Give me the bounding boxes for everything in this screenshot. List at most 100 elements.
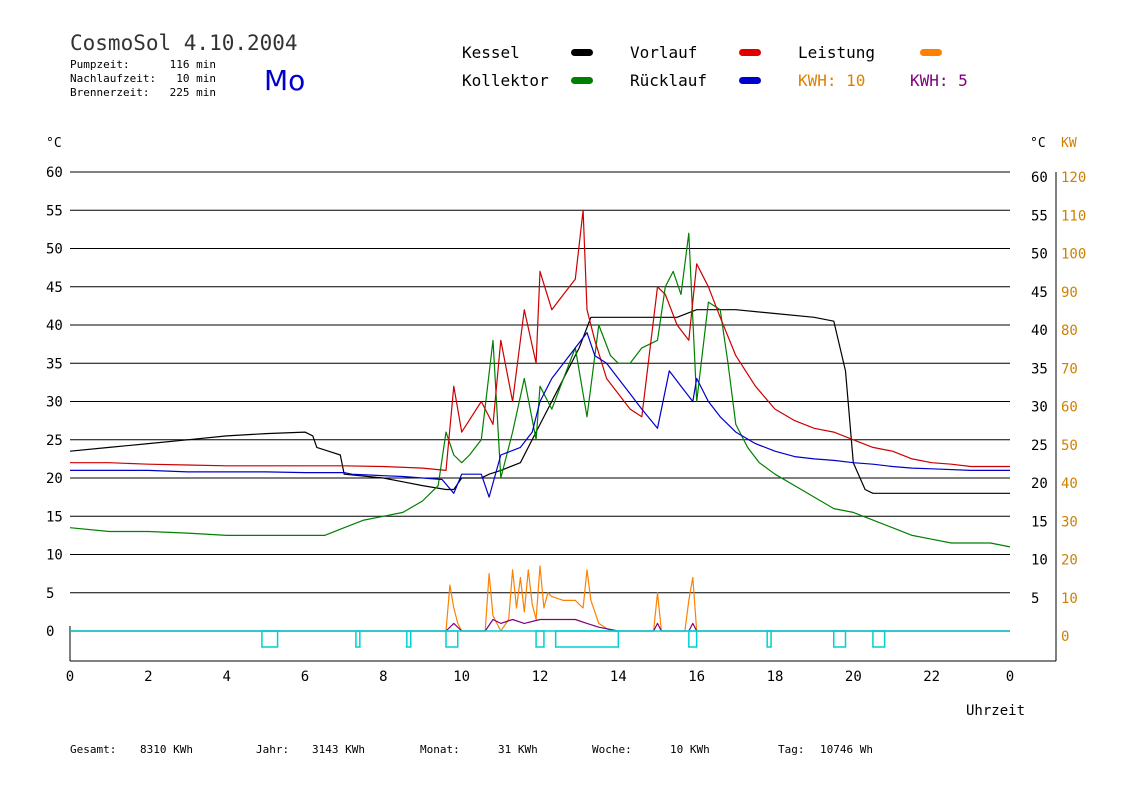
footer-value-monat: 31 KWh	[498, 743, 538, 756]
y-right-tick-label-35: 35	[1031, 361, 1048, 377]
y-right-tick-label-60: 60	[1031, 170, 1048, 186]
y-right-tick-label-50: 50	[1031, 247, 1048, 263]
y2-tick-label-20: 20	[1061, 553, 1078, 569]
y2-tick-label-80: 80	[1061, 323, 1078, 339]
y2-tick-label-110: 110	[1061, 208, 1086, 224]
y2-tick-label-10: 10	[1061, 591, 1078, 607]
y-right-tick-label-15: 15	[1031, 514, 1048, 530]
header-stats: Pumpzeit: 116 min Nachlaufzeit: 10 min B…	[70, 58, 216, 99]
pump-status	[70, 630, 1010, 648]
x-tick-label-20: 20	[845, 669, 862, 685]
footer-label-gesamt: Gesamt:	[70, 743, 116, 756]
pump-interval-4	[535, 630, 545, 648]
y-right-tick-label-25: 25	[1031, 438, 1048, 454]
x-tick-label-16: 16	[688, 669, 705, 685]
footer-label-jahr: Jahr:	[256, 743, 289, 756]
y2-tick-label-60: 60	[1061, 400, 1078, 416]
legend-swatch-ruecklauf	[739, 77, 761, 84]
pump-interval-7	[766, 630, 772, 648]
legend-label-leistung: Leistung	[798, 43, 875, 62]
footer-totals: Gesamt: 8310 KWh Jahr: 3143 KWh Monat: 3…	[70, 743, 873, 756]
legend-swatch-kollektor	[571, 77, 593, 84]
y2-tick-label-30: 30	[1061, 514, 1078, 530]
stat-value-nachlaufzeit: 10 min	[176, 72, 216, 85]
legend-swatch-kessel	[571, 49, 593, 56]
stat-label-pumpzeit: Pumpzeit:	[70, 58, 130, 71]
y-tick-label-10: 10	[46, 548, 63, 564]
x-tick-label-0: 0	[66, 669, 74, 685]
y-right-tick-label-45: 45	[1031, 285, 1048, 301]
series-group	[69, 209, 1011, 632]
x-tick-label-24: 0	[1006, 669, 1014, 685]
pump-interval-1	[355, 630, 361, 648]
y2-tick-label-40: 40	[1061, 476, 1078, 492]
legend-kwh-10: KWH: 10	[798, 71, 865, 90]
stat-label-nachlaufzeit: Nachlaufzeit:	[70, 72, 156, 85]
pump-interval-9	[872, 630, 886, 648]
series-line-kwh-5	[70, 618, 1010, 632]
grid	[70, 171, 1010, 594]
y-tick-label-40: 40	[46, 318, 63, 334]
pump-interval-3	[445, 630, 459, 648]
footer-value-tag: 10746 Wh	[820, 743, 873, 756]
footer-value-gesamt: 8310 KWh	[140, 743, 193, 756]
x-tick-label-22: 22	[923, 669, 940, 685]
x-tick-label-12: 12	[532, 669, 549, 685]
y2-axis-unit: KW	[1061, 136, 1077, 151]
stat-value-pumpzeit: 116 min	[170, 58, 216, 71]
y-tick-label-30: 30	[46, 395, 63, 411]
footer-value-woche: 10 KWh	[670, 743, 710, 756]
stat-label-brennerzeit: Brennerzeit:	[70, 86, 149, 99]
legend: Kessel Kollektor Vorlauf Rücklauf Leistu…	[462, 43, 968, 90]
y-tick-label-15: 15	[46, 509, 63, 525]
x-tick-label-2: 2	[144, 669, 152, 685]
axes	[69, 172, 1057, 662]
y-axis-unit-left: °C	[46, 136, 62, 151]
x-axis-label: Uhrzeit	[966, 703, 1025, 719]
legend-label-vorlauf: Vorlauf	[630, 43, 697, 62]
y2-tick-label-50: 50	[1061, 438, 1078, 454]
y-tick-label-35: 35	[46, 356, 63, 372]
pump-interval-2	[406, 630, 412, 648]
y-right-tick-label-55: 55	[1031, 208, 1048, 224]
y-right-tick-label-30: 30	[1031, 400, 1048, 416]
footer-label-monat: Monat:	[420, 743, 460, 756]
y-tick-label-25: 25	[46, 433, 63, 449]
legend-swatch-vorlauf	[739, 49, 761, 56]
footer-value-jahr: 3143 KWh	[312, 743, 365, 756]
y2-tick-label-0: 0	[1061, 629, 1069, 645]
day-label: Mo	[264, 64, 305, 97]
x-tick-label-4: 4	[222, 669, 230, 685]
y-right-tick-label-20: 20	[1031, 476, 1048, 492]
legend-label-kollektor: Kollektor	[462, 71, 549, 90]
series-line-vorlauf	[70, 209, 1010, 471]
y-tick-label-60: 60	[46, 165, 63, 181]
y2-tick-label-100: 100	[1061, 247, 1086, 263]
x-tick-label-8: 8	[379, 669, 387, 685]
y2-tick-label-120: 120	[1061, 170, 1086, 186]
pump-interval-6	[688, 630, 698, 648]
legend-label-kessel: Kessel	[462, 43, 520, 62]
x-tick-label-18: 18	[767, 669, 784, 685]
y-tick-label-50: 50	[46, 242, 63, 258]
series-line-kollektor	[69, 232, 1011, 548]
x-tick-label-14: 14	[610, 669, 627, 685]
pump-interval-0	[261, 630, 279, 648]
y-tick-label-45: 45	[46, 280, 63, 296]
series-line-kessel	[69, 309, 1010, 494]
legend-label-ruecklauf: Rücklauf	[630, 71, 707, 90]
series-line-leistung	[70, 565, 1010, 632]
pump-interval-8	[833, 630, 847, 648]
y-axis-unit-right: °C	[1030, 136, 1046, 151]
legend-kwh-5: KWH: 5	[910, 71, 968, 90]
footer-label-woche: Woche:	[592, 743, 632, 756]
stat-value-brennerzeit: 225 min	[170, 86, 216, 99]
y-tick-label-5: 5	[46, 586, 54, 602]
x-tick-label-6: 6	[301, 669, 309, 685]
y2-tick-label-90: 90	[1061, 285, 1078, 301]
series-line-r-cklauf	[70, 332, 1010, 498]
tick-labels: 0510152025303540455055605101520253035404…	[46, 165, 1086, 685]
y-right-tick-label-40: 40	[1031, 323, 1048, 339]
pump-interval-5	[554, 630, 620, 648]
